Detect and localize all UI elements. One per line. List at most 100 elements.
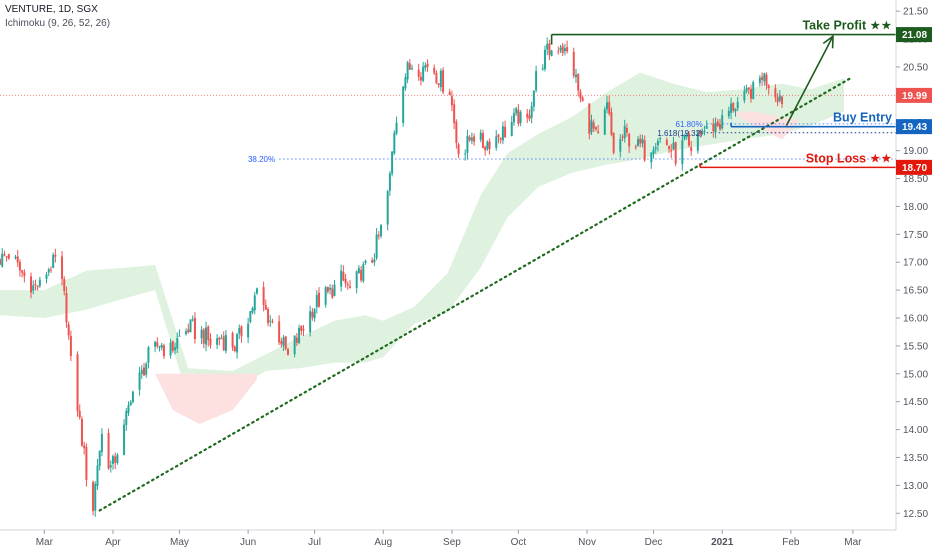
candle-body bbox=[712, 123, 715, 132]
candle-body bbox=[360, 269, 363, 281]
candle-body bbox=[433, 67, 436, 74]
candle-body bbox=[504, 126, 507, 138]
candle-body bbox=[643, 140, 646, 161]
candle-body bbox=[98, 450, 101, 467]
time-tick-label: Aug bbox=[374, 537, 392, 548]
candle-body bbox=[238, 328, 241, 334]
candle-body bbox=[131, 391, 134, 403]
candle-body bbox=[218, 337, 221, 340]
candle-body bbox=[619, 138, 622, 152]
candle-body bbox=[450, 96, 453, 106]
candle-body bbox=[47, 269, 50, 273]
candle-body bbox=[621, 136, 624, 138]
candle-body bbox=[579, 91, 582, 99]
candle-body bbox=[140, 369, 143, 374]
candle-body bbox=[668, 146, 671, 150]
candle-body bbox=[189, 319, 192, 333]
candle-body bbox=[634, 146, 637, 148]
candle-body bbox=[284, 336, 287, 349]
candle-body bbox=[23, 272, 26, 276]
axis-price-flag-label: 19.99 bbox=[902, 91, 927, 102]
candle-body bbox=[67, 324, 70, 336]
candle-body bbox=[280, 341, 283, 345]
candle-body bbox=[623, 126, 626, 139]
candle-body bbox=[251, 308, 254, 313]
candle-body bbox=[639, 138, 642, 144]
candle-body bbox=[548, 43, 551, 55]
candle-body bbox=[641, 139, 644, 144]
candle-body bbox=[581, 97, 584, 102]
support-trendline bbox=[98, 77, 852, 512]
candle-body bbox=[346, 284, 349, 286]
time-tick-label: 2021 bbox=[711, 537, 734, 548]
candle-body bbox=[30, 276, 33, 293]
candle-body bbox=[247, 323, 250, 338]
candle-body bbox=[594, 127, 597, 130]
candle-body bbox=[758, 77, 761, 84]
candle-body bbox=[127, 405, 130, 413]
candle-body bbox=[402, 86, 405, 123]
candle-body bbox=[373, 259, 376, 263]
candle-body bbox=[222, 336, 225, 351]
candle-body bbox=[650, 152, 653, 163]
candle-body bbox=[590, 120, 593, 133]
candle-body bbox=[16, 256, 19, 263]
candle-body bbox=[530, 106, 533, 118]
candle-body bbox=[96, 465, 99, 486]
candle-body bbox=[481, 132, 484, 148]
candle-body bbox=[156, 342, 159, 347]
candle-body bbox=[52, 254, 55, 268]
candle-body bbox=[324, 287, 327, 305]
price-tick-label: 17.50 bbox=[903, 230, 928, 241]
candle-body bbox=[727, 110, 730, 117]
candle-body bbox=[271, 321, 274, 323]
candle-body bbox=[426, 63, 429, 67]
candle-body bbox=[264, 305, 267, 310]
candle-body bbox=[293, 335, 296, 355]
candle-body bbox=[362, 264, 365, 281]
candle-body bbox=[473, 136, 476, 142]
drawing-lines-layer bbox=[0, 33, 896, 512]
price-tick-label: 21.50 bbox=[903, 7, 928, 18]
candle-body bbox=[78, 410, 81, 418]
candle-body bbox=[696, 132, 699, 151]
axis-price-flag bbox=[896, 119, 932, 135]
candle-body bbox=[160, 344, 163, 348]
price-tick-label: 14.50 bbox=[903, 397, 928, 408]
time-tick-label: Jun bbox=[240, 537, 256, 548]
candle-body bbox=[21, 270, 24, 273]
candle-body bbox=[54, 254, 57, 257]
candle-body bbox=[765, 74, 768, 86]
candle-body bbox=[417, 69, 420, 77]
candle-body bbox=[109, 465, 112, 468]
candle-body bbox=[36, 285, 39, 287]
candle-body bbox=[437, 83, 440, 86]
candle-body bbox=[231, 333, 234, 348]
candle-body bbox=[419, 76, 422, 81]
candle-body bbox=[681, 140, 684, 165]
candle-body bbox=[422, 66, 425, 81]
candle-body bbox=[269, 320, 272, 322]
candle-body bbox=[435, 73, 438, 84]
candle-body bbox=[111, 456, 114, 464]
candle-body bbox=[355, 271, 358, 289]
candle-body bbox=[129, 401, 132, 406]
price-tick-label: 13.50 bbox=[903, 453, 928, 464]
candle-body bbox=[448, 91, 451, 96]
candle-body bbox=[377, 235, 380, 237]
candle-body bbox=[411, 68, 414, 70]
candle-body bbox=[781, 96, 784, 105]
candle-body bbox=[543, 49, 546, 70]
candle-body bbox=[750, 89, 753, 99]
chart-symbol-title: VENTURE, 1D, SGX bbox=[5, 4, 98, 15]
candle-body bbox=[592, 122, 595, 129]
candle-body bbox=[559, 47, 562, 51]
fib-retracement-label: 38.20% bbox=[248, 155, 275, 164]
candle-body bbox=[628, 133, 631, 147]
candle-body bbox=[205, 327, 208, 345]
candle-body bbox=[14, 256, 17, 259]
candle-body bbox=[466, 135, 469, 153]
